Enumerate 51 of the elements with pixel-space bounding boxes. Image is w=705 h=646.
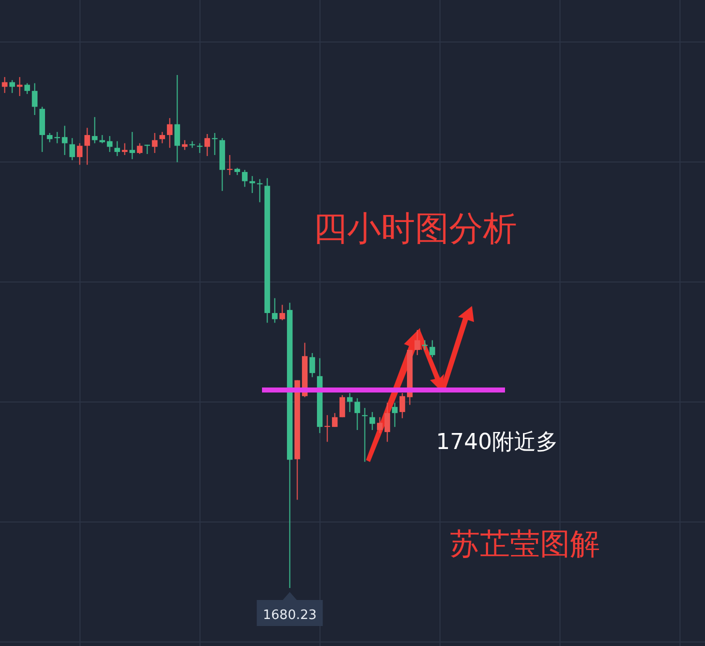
candlestick [9, 80, 16, 94]
candlestick [354, 398, 360, 430]
candlestick [152, 132, 158, 154]
annotation: 1680.23 [262, 608, 317, 623]
candlestick [272, 298, 278, 324]
candlestick [32, 82, 38, 116]
candlestick [249, 176, 256, 194]
candlestick [309, 352, 316, 378]
candlestick [54, 131, 60, 144]
candlestick [92, 116, 98, 144]
candlestick [346, 392, 353, 413]
candlestick [399, 392, 406, 419]
candlestick [122, 142, 128, 156]
candlestick [84, 127, 90, 166]
candlestick [384, 402, 390, 442]
candlestick [256, 178, 263, 203]
candlestick [430, 340, 436, 358]
annotation: 四小时图分析 [313, 209, 517, 249]
candlestick [174, 74, 180, 163]
candlestick [2, 76, 8, 94]
text: 苏芷莹图解 [450, 527, 600, 562]
candlestick [16, 76, 23, 97]
candlestick [114, 140, 120, 157]
annotation: 1740附近多 [436, 430, 558, 455]
candlestick [339, 394, 346, 418]
candlestick [196, 142, 203, 154]
candlestick [46, 132, 53, 143]
candlestick [369, 412, 376, 430]
candlestick [226, 154, 233, 176]
candlestick [144, 144, 150, 154]
candlestick [392, 402, 398, 428]
candlestick [422, 340, 428, 350]
candlestick [166, 118, 173, 148]
candlestick [129, 131, 136, 160]
candlestick [242, 169, 248, 188]
candlestick [279, 304, 286, 321]
candlestick [376, 416, 383, 434]
candlestick [414, 329, 420, 356]
candlestick [159, 131, 166, 144]
candlestick [182, 140, 188, 150]
candlestick [324, 414, 330, 442]
candlestick [24, 82, 30, 94]
candlestick [332, 412, 338, 428]
candlestick [362, 407, 368, 462]
candlestick [106, 136, 113, 152]
candlestick [69, 138, 76, 161]
candlestick [204, 133, 210, 157]
candlestick [136, 142, 143, 154]
candlestick [76, 142, 83, 166]
candlestick [62, 125, 68, 156]
candlestick [212, 132, 218, 156]
